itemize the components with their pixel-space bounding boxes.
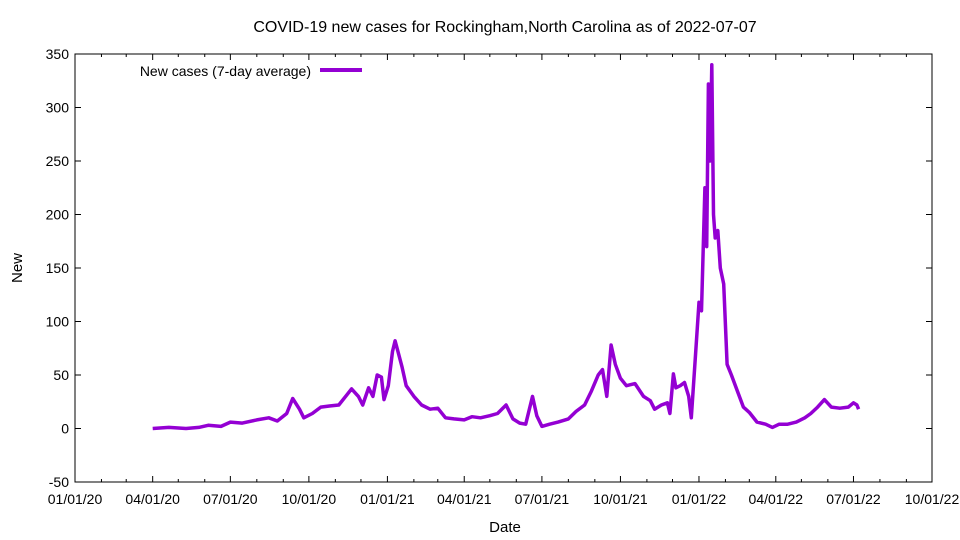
y-tick-label: 150 xyxy=(46,260,70,276)
x-tick-label: 10/01/20 xyxy=(282,491,337,507)
y-axis-label: New xyxy=(9,253,26,283)
y-tick-label: -50 xyxy=(49,474,69,490)
series-layer xyxy=(152,62,861,431)
y-axis: -50 0 50 100 150 200 250 300 350 xyxy=(46,46,932,490)
x-tick-label: 07/01/22 xyxy=(826,491,881,507)
y-tick-label: 250 xyxy=(46,153,70,169)
y-tick-label: 100 xyxy=(46,314,70,330)
x-tick-label: 04/01/20 xyxy=(125,491,180,507)
x-tick-label: 01/01/20 xyxy=(48,491,103,507)
x-tick-label: 10/01/21 xyxy=(593,491,648,507)
y-tick-label: 50 xyxy=(53,367,69,383)
y-tick-label: 0 xyxy=(61,421,69,437)
chart-title: COVID-19 new cases for Rockingham,North … xyxy=(253,19,756,36)
y-tick-label: 350 xyxy=(46,46,70,62)
legend-label: New cases (7-day average) xyxy=(140,63,311,79)
x-tick-label: 04/01/22 xyxy=(749,491,804,507)
x-tick-label: 07/01/20 xyxy=(203,491,258,507)
y-tick-label: 200 xyxy=(46,207,70,223)
legend: New cases (7-day average) xyxy=(140,63,362,79)
x-tick-label: 10/01/22 xyxy=(905,491,960,507)
x-axis-label: Date xyxy=(489,519,521,536)
x-tick-label: 04/01/21 xyxy=(437,491,492,507)
x-tick-label: 01/01/21 xyxy=(360,491,415,507)
x-axis: 01/01/20 04/01/20 07/01/20 10/01/20 01/01/21… xyxy=(48,54,960,507)
x-tick-label: 01/01/22 xyxy=(672,491,727,507)
x-tick-label: 07/01/21 xyxy=(515,491,570,507)
series-line xyxy=(152,62,861,431)
y-tick-label: 300 xyxy=(46,100,70,116)
